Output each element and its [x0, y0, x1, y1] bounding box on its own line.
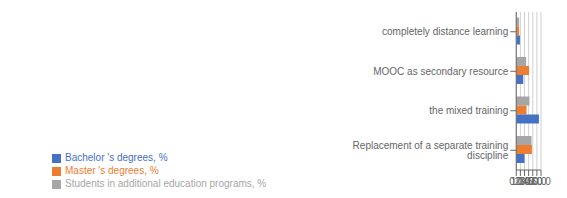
svg-text:MOOC as secondary resource: MOOC as secondary resource [373, 66, 508, 77]
html-text:Students in additional educati: Students in additional education program… [65, 178, 267, 189]
html-text:Bachelor 's degrees, %: Bachelor 's degrees, % [65, 152, 168, 163]
svg-text:60.0: 60.0 [531, 176, 551, 187]
svg-text:completely distance learning: completely distance learning [382, 26, 508, 37]
svg-text:the mixed training: the mixed training [429, 105, 508, 116]
html-text:Master 's degrees, %: Master 's degrees, % [65, 165, 159, 176]
svg-text:Replacement of a separate trai: Replacement of a separate trainingdiscip… [353, 140, 509, 161]
